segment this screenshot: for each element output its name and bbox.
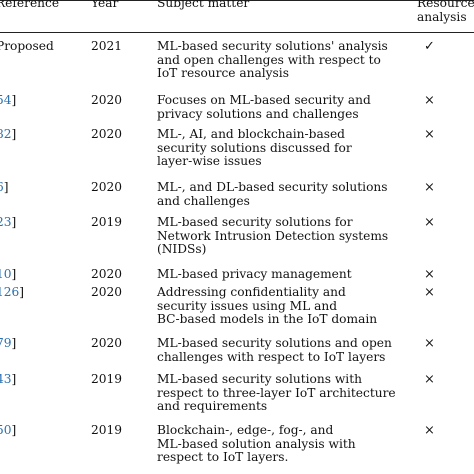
citation-link[interactable]: 43 (0, 372, 12, 386)
table-row-mark: × (424, 336, 435, 351)
citation-link[interactable]: 79 (0, 336, 12, 350)
table-row-year: 2020 (91, 127, 123, 141)
citation-link[interactable]: 6 (0, 180, 4, 194)
table-row-subject: ML-, AI, and blockchain-based security so… (157, 127, 352, 169)
header-resource-line1: Resource (417, 0, 474, 10)
table-row-mark: × (424, 127, 435, 142)
header-resource: Resource analysis (417, 0, 474, 24)
citation-link[interactable]: 10 (0, 267, 12, 281)
citation-link[interactable]: 50 (0, 423, 12, 437)
table-row-subject: ML-based privacy management (157, 267, 352, 281)
citation-link[interactable]: 23 (0, 215, 12, 229)
table-row-subject: Blockchain-, edge-, fog-, and ML-based so… (157, 423, 356, 465)
table-row-mark: × (424, 285, 435, 300)
table-row-reference: 126] (0, 285, 24, 300)
table-row-mark: × (424, 423, 435, 438)
table-row-subject: Addressing confidentiality and security i… (157, 285, 378, 327)
header-resource-line2: analysis (417, 9, 467, 24)
table-row-year: 2019 (91, 372, 123, 386)
table-row-mark: × (424, 215, 435, 230)
table-row-subject: ML-based security solutions with respect … (157, 372, 396, 414)
table-row-reference: Proposed (0, 39, 54, 53)
table-row-reference: 79] (0, 336, 16, 351)
table-row-reference: 10] (0, 267, 16, 282)
citation-link[interactable]: 82 (0, 127, 12, 141)
header-reference: Reference (0, 0, 60, 10)
table-row-mark: × (424, 180, 435, 195)
citation-link[interactable]: 54 (0, 93, 12, 107)
table-row-mark: × (424, 372, 435, 387)
table-row-mark: ✓ (424, 39, 435, 54)
table-row-year: 2019 (91, 215, 123, 229)
table-row-reference: 82] (0, 127, 16, 142)
table-row-subject: ML-, and DL-based security solutions and … (157, 180, 388, 208)
table-row-reference: 54] (0, 93, 16, 108)
table-row-reference: 50] (0, 423, 16, 438)
table-row-year: 2020 (91, 93, 123, 107)
table-row-subject: Focuses on ML-based security and privacy … (157, 93, 371, 121)
header-year: Year (91, 0, 119, 10)
table-row-year: 2020 (91, 336, 123, 350)
table-row-subject: ML-based security solutions and open chal… (157, 336, 392, 364)
table-row-year: 2021 (91, 39, 123, 53)
header-bottom-rule (0, 32, 474, 33)
table-row-reference: 23] (0, 215, 16, 230)
table-row-reference: 43] (0, 372, 16, 387)
table-row-subject: ML-based security solutions' analysis and… (157, 39, 388, 81)
table-row-reference: 6] (0, 180, 9, 195)
table-row-mark: × (424, 267, 435, 282)
table-row-year: 2019 (91, 423, 123, 437)
table-row-mark: × (424, 93, 435, 108)
table-row-year: 2020 (91, 267, 123, 281)
header-top-rule (0, 0, 474, 1)
header-subject: Subject matter (157, 0, 250, 10)
table-row-subject: ML-based security solutions for Network I… (157, 215, 389, 257)
table-row-year: 2020 (91, 285, 123, 299)
citation-link[interactable]: 126 (0, 285, 20, 299)
table-row-year: 2020 (91, 180, 123, 194)
